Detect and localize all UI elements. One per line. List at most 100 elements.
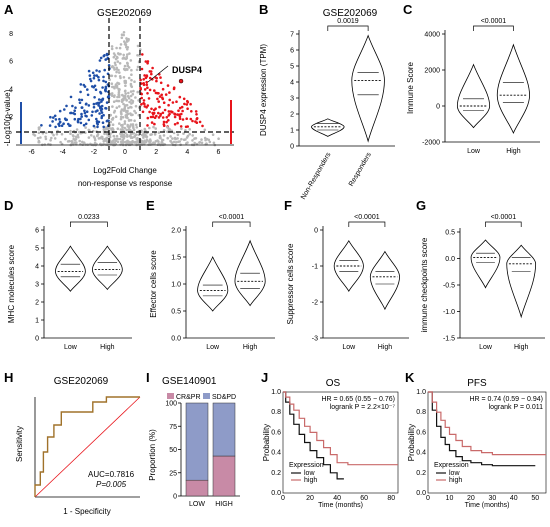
panel-a-y-tick: 6 <box>9 59 13 66</box>
volcano-point <box>114 74 117 78</box>
volcano-point <box>122 102 125 106</box>
volcano-point <box>99 56 103 60</box>
volcano-point <box>118 46 122 50</box>
volcano-point <box>44 135 47 139</box>
panel-j-letter: J <box>261 370 268 385</box>
x-tick-label: High <box>506 148 521 155</box>
volcano-point <box>132 128 136 131</box>
panel-b-plot: 0 1 2 3 4 5 6 7 DUSP4 expression (TPM) Non-Respon… <box>259 18 395 201</box>
y-tick-label: 0.5 <box>445 230 455 237</box>
km-frame <box>427 391 547 494</box>
volcano-point <box>102 125 105 129</box>
volcano-point <box>85 110 89 113</box>
volcano-point <box>129 94 133 98</box>
volcano-point <box>125 98 128 102</box>
volcano-point <box>101 86 104 89</box>
volcano-point <box>172 131 176 135</box>
volcano-point <box>110 82 114 85</box>
volcano-point <box>104 80 108 84</box>
volcano-point <box>53 114 57 118</box>
volcano-point <box>181 109 184 113</box>
volcano-point <box>64 137 67 141</box>
volcano-point <box>126 94 130 98</box>
volcano-point <box>110 118 114 121</box>
volcano-point <box>193 141 196 145</box>
volcano-point <box>182 132 185 135</box>
volcano-point <box>87 104 91 107</box>
volcano-point <box>142 83 146 87</box>
volcano-point <box>112 139 115 142</box>
x-tick-label: Low <box>479 344 493 351</box>
volcano-point <box>195 117 199 121</box>
volcano-point <box>146 86 149 89</box>
volcano-point <box>71 104 74 108</box>
volcano-point <box>125 45 128 49</box>
volcano-point <box>142 99 146 102</box>
x-tick-label: Low <box>342 344 356 351</box>
volcano-point <box>186 99 189 103</box>
volcano-point <box>127 97 131 100</box>
volcano-point <box>83 109 86 112</box>
volcano-point <box>73 112 77 116</box>
volcano-point <box>167 103 170 107</box>
volcano-point <box>171 101 175 104</box>
volcano-point <box>106 141 109 144</box>
volcano-point <box>106 53 109 57</box>
y-tick-label: 0.0 <box>445 256 455 263</box>
significance-bracket <box>473 25 514 31</box>
volcano-point <box>121 133 124 136</box>
volcano-point <box>145 135 148 139</box>
x-tick-label: High <box>514 344 529 351</box>
volcano-point <box>124 42 127 45</box>
volcano-point <box>186 134 190 138</box>
volcano-point <box>41 132 45 135</box>
panel-f-plot: 0 -1 -2 -3 Suppressor cells score Low High <0.0… <box>286 214 409 351</box>
violin-shape <box>369 250 400 311</box>
volcano-point <box>37 140 40 144</box>
volcano-point <box>119 43 123 46</box>
volcano-point <box>157 131 161 134</box>
volcano-point <box>148 76 152 80</box>
volcano-point <box>103 137 107 141</box>
volcano-point <box>169 135 172 138</box>
volcano-point <box>115 106 119 109</box>
panel-a-subtitle: non-response vs response <box>78 179 173 188</box>
panel-b-title: GSE202069 <box>323 8 378 19</box>
volcano-point <box>96 123 99 126</box>
volcano-point <box>126 53 129 56</box>
volcano-point <box>145 83 149 87</box>
bar-segment <box>185 402 209 481</box>
volcano-point <box>142 136 145 139</box>
volcano-point <box>130 68 133 72</box>
panel-k-plot: 0.0 0.2 0.4 0.6 0.8 1.0 0 10 20 30 40 50 Probability… <box>407 389 547 509</box>
volcano-point <box>158 105 161 109</box>
y-tick-label: 0 <box>35 336 39 343</box>
volcano-point <box>171 110 174 114</box>
volcano-point <box>140 103 143 106</box>
volcano-point <box>120 33 124 36</box>
volcano-point <box>180 127 183 131</box>
significance-bracket <box>70 221 108 227</box>
volcano-point <box>146 92 149 95</box>
volcano-point <box>201 124 204 128</box>
y-axis-label: Effector cells score <box>149 250 158 318</box>
volcano-point <box>94 110 98 113</box>
bar-y-tick-label: 50 <box>169 447 177 454</box>
volcano-point <box>148 141 152 144</box>
volcano-point <box>134 96 137 99</box>
auc-label: AUC=0.7816 <box>88 470 135 479</box>
volcano-point <box>127 119 131 122</box>
y-tick-label: -1 <box>312 264 318 271</box>
violin-shape <box>197 256 229 312</box>
volcano-point <box>93 74 96 77</box>
panel-c-letter: C <box>403 2 413 17</box>
violin-shape <box>55 245 86 292</box>
y-axis-label: MHC molecules score <box>7 244 16 323</box>
violin-shape <box>311 118 345 137</box>
volcano-point <box>151 115 155 119</box>
volcano-point <box>145 74 149 77</box>
panel-h-title: GSE202069 <box>54 376 109 387</box>
volcano-point <box>168 91 171 94</box>
volcano-point <box>150 133 153 136</box>
volcano-point <box>87 69 91 73</box>
